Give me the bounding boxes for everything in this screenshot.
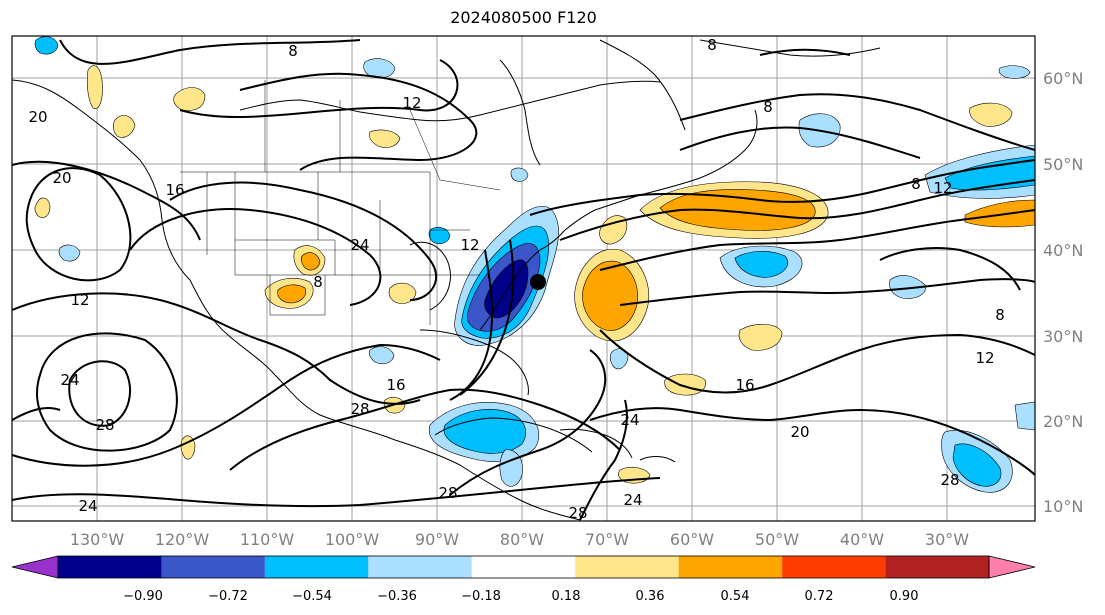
- contour-label: 20: [52, 169, 71, 187]
- colorbar-segment: [264, 556, 369, 578]
- contour-label: 28: [350, 400, 369, 418]
- lat-label: 10°N: [1043, 497, 1083, 516]
- colorbar-segment: [11, 555, 59, 579]
- contour-label: 8: [288, 42, 298, 60]
- contour-label: 12: [70, 291, 89, 309]
- colorbar-tick-label: −0.72: [208, 589, 248, 604]
- contour-label: 12: [460, 236, 479, 254]
- contour-label: 12: [975, 349, 994, 367]
- lat-label: 40°N: [1043, 241, 1083, 260]
- contour-label: 24: [60, 371, 79, 389]
- lat-label: 20°N: [1043, 412, 1083, 431]
- contour-label-layer: 8 12 20 16 20 24 12 8 8 12 8 12 16 24 28…: [28, 36, 1004, 522]
- contour-label: 24: [623, 491, 642, 509]
- colorbar-segment: [575, 556, 679, 578]
- longitude-labels: 130°W 120°W 110°W 100°W 90°W 80°W 70°W 6…: [70, 530, 969, 549]
- colorbar-tick-label: 0.36: [636, 589, 665, 604]
- contour-lines: [11, 39, 1036, 521]
- storm-center-marker: [530, 274, 546, 290]
- colorbar-segment: [782, 556, 886, 578]
- contour-label: 8: [313, 273, 323, 291]
- lon-label: 50°W: [755, 530, 799, 549]
- colorbar-segment: [161, 556, 265, 578]
- contour-label: 12: [402, 94, 421, 112]
- colorbar-segment: [678, 556, 783, 578]
- colorbar-tick-label: −0.54: [292, 589, 332, 604]
- colorbar-tick-label: 0.54: [721, 589, 750, 604]
- colorbar-tick-label: −0.90: [123, 589, 163, 604]
- colorbar-segment: [988, 555, 1036, 579]
- lon-label: 30°W: [925, 530, 969, 549]
- colorbar: [11, 555, 1036, 579]
- lon-label: 40°W: [840, 530, 884, 549]
- colorbar-segment: [885, 556, 989, 578]
- contour-label: 20: [790, 423, 809, 441]
- contour-label: 16: [386, 376, 405, 394]
- colorbar-ticks: −0.90 −0.72 −0.54 −0.36 −0.18 0.18 0.36 …: [123, 589, 918, 604]
- state-boundaries: [180, 80, 501, 325]
- contour-label: 24: [350, 236, 369, 254]
- map-title: 2024080500 F120: [450, 8, 597, 27]
- colorbar-frame: [57, 555, 990, 579]
- colorbar-tick-label: −0.18: [461, 589, 501, 604]
- contour-label: 28: [95, 416, 114, 434]
- colorbar-segment: [368, 556, 472, 578]
- lon-label: 80°W: [500, 530, 544, 549]
- lon-label: 130°W: [70, 530, 125, 549]
- contour-label: 20: [28, 108, 47, 126]
- lat-label: 50°N: [1043, 155, 1083, 174]
- coastlines: [11, 39, 881, 521]
- lon-label: 110°W: [240, 530, 295, 549]
- colorbar-tick-label: 0.72: [805, 589, 834, 604]
- colorbar-tick-label: 0.18: [552, 589, 581, 604]
- contour-label: 8: [911, 175, 921, 193]
- colorbar-segment: [58, 556, 162, 578]
- latitude-labels: 60°N 50°N 40°N 30°N 20°N 10°N: [1043, 69, 1083, 516]
- lon-label: 90°W: [415, 530, 459, 549]
- contour-label: 16: [165, 181, 184, 199]
- contour-label: 24: [78, 497, 97, 515]
- colorbar-tick-label: 0.90: [890, 589, 919, 604]
- lon-label: 100°W: [325, 530, 380, 549]
- colorbar-tick-label: −0.36: [377, 589, 417, 604]
- contour-label: 8: [995, 306, 1005, 324]
- lat-label: 60°N: [1043, 69, 1083, 88]
- contour-label: 8: [707, 36, 717, 54]
- contour-label: 24: [620, 411, 639, 429]
- contour-label: 28: [940, 471, 959, 489]
- colorbar-segment: [471, 556, 576, 578]
- lon-label: 70°W: [585, 530, 629, 549]
- contour-label: 28: [438, 484, 457, 502]
- contour-label: 12: [933, 179, 952, 197]
- contour-label: 16: [735, 376, 754, 394]
- lat-label: 30°N: [1043, 327, 1083, 346]
- lon-label: 60°W: [670, 530, 714, 549]
- contour-label: 28: [568, 504, 587, 522]
- lon-label: 120°W: [155, 530, 210, 549]
- contour-label: 8: [763, 98, 773, 116]
- map-frame: [11, 35, 1036, 522]
